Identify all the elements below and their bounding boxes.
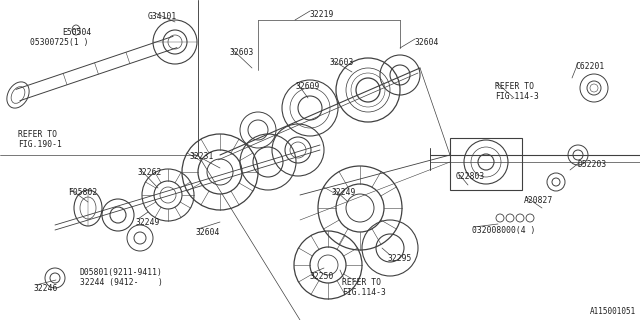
Text: 032008000(4 ): 032008000(4 ) <box>472 226 536 235</box>
Text: 05300725(1 ): 05300725(1 ) <box>30 38 88 47</box>
Text: REFER TO
FIG.114-3: REFER TO FIG.114-3 <box>342 278 386 297</box>
Text: E50504: E50504 <box>62 28 92 37</box>
Text: 32262: 32262 <box>138 168 163 177</box>
Text: REFER TO
FIG.190-1: REFER TO FIG.190-1 <box>18 130 62 149</box>
Text: REFER TO
FIG.114-3: REFER TO FIG.114-3 <box>495 82 539 101</box>
Text: 32219: 32219 <box>310 10 334 19</box>
Text: 32603: 32603 <box>330 58 355 67</box>
Text: 32603: 32603 <box>230 48 254 57</box>
Text: 32249: 32249 <box>136 218 161 227</box>
Text: D52203: D52203 <box>578 160 607 169</box>
Text: D05801(9211-9411)
32244 (9412-    ): D05801(9211-9411) 32244 (9412- ) <box>80 268 163 287</box>
Text: 32604: 32604 <box>196 228 220 237</box>
Text: 32604: 32604 <box>415 38 440 47</box>
Text: C62201: C62201 <box>576 62 605 71</box>
Text: A20827: A20827 <box>524 196 553 205</box>
Text: 32249: 32249 <box>332 188 356 197</box>
Text: 32246: 32246 <box>34 284 58 293</box>
Text: 32250: 32250 <box>310 272 334 281</box>
Text: G34101: G34101 <box>148 12 177 21</box>
Text: A115001051: A115001051 <box>589 307 636 316</box>
Text: 32609: 32609 <box>296 82 321 91</box>
Text: 32231: 32231 <box>190 152 214 161</box>
Text: 32295: 32295 <box>388 254 412 263</box>
Text: F05802: F05802 <box>68 188 97 197</box>
Text: G22803: G22803 <box>456 172 485 181</box>
